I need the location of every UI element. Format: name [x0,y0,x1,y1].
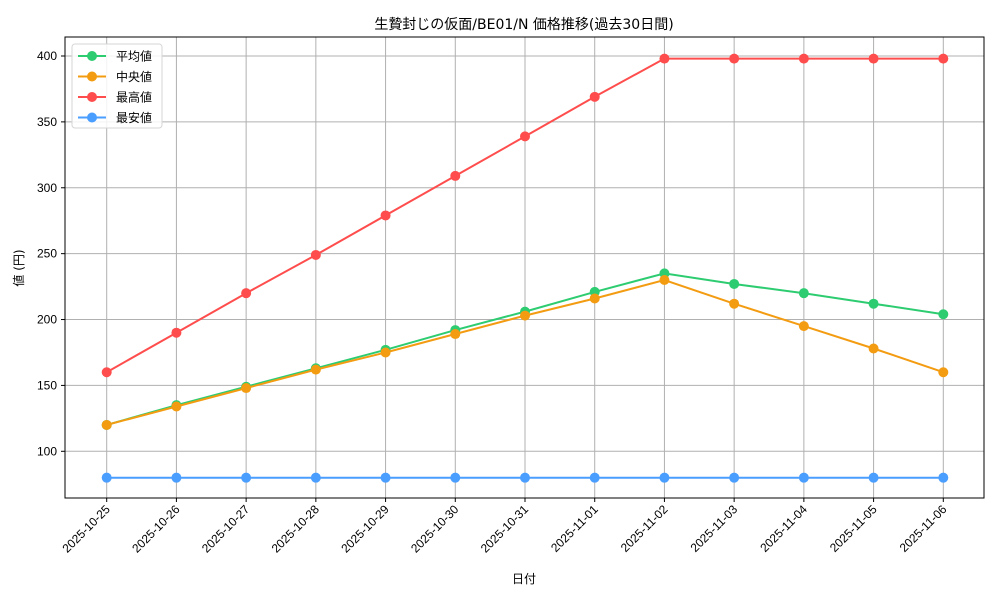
data-point-marker [380,472,391,483]
y-tick-label: 100 [37,444,57,458]
data-point-marker [589,293,600,304]
data-point-marker [241,472,252,483]
data-point-marker [520,472,530,483]
data-point-marker [171,327,182,338]
series-2 [101,53,949,378]
data-point-marker [101,419,112,430]
data-series [101,53,949,483]
data-point-marker [729,472,740,483]
data-point-marker [729,278,740,289]
data-point-marker [938,367,949,378]
data-point-marker [868,298,879,309]
data-point-marker [450,472,461,483]
data-point-marker [520,310,530,321]
y-tick-label: 150 [37,378,57,392]
y-tick-label: 200 [37,313,57,327]
y-axis: 100 150 200 250 300 350 400 [37,49,65,458]
data-point-marker [798,472,809,483]
data-point-marker [310,364,321,375]
data-point-marker [241,288,252,299]
legend-item: 中央値 [78,69,152,84]
data-point-marker [868,343,879,354]
y-tick-label: 400 [37,49,57,63]
data-point-marker [798,288,809,299]
data-point-marker [310,249,321,260]
data-point-marker [938,53,949,64]
data-point-marker [938,309,949,320]
legend-marker-icon [87,51,97,61]
legend-box [71,43,163,129]
data-point-marker [868,472,879,483]
data-point-marker [659,472,670,483]
data-point-marker [729,298,740,309]
data-point-marker [659,275,670,286]
legend-item: 平均値 [78,49,152,64]
legend-label: 平均値 [116,49,152,64]
data-point-marker [241,383,252,394]
data-point-marker [450,170,461,181]
y-tick-label: 300 [37,181,57,195]
legend-marker-icon [87,71,97,82]
legend-marker-icon [87,112,97,123]
x-axis-label: 日付 [512,572,536,586]
data-point-marker [171,401,182,412]
data-point-marker [589,91,600,102]
data-point-marker [798,53,809,64]
data-point-marker [450,329,461,340]
data-point-marker [380,210,391,221]
data-point-marker [171,472,182,483]
legend-marker-icon [87,92,97,102]
data-point-marker [310,472,321,483]
legend-item: 最高値 [78,90,152,105]
data-point-marker [729,53,740,64]
data-point-marker [101,367,112,378]
data-point-marker [101,472,112,483]
data-point-marker [868,53,879,64]
chart-title: 生贄封じの仮面/BE01/N 価格推移(過去30日間) [374,16,673,33]
legend-label: 中央値 [116,69,152,84]
series-1 [101,275,949,430]
data-point-marker [938,472,949,483]
data-point-marker [380,347,391,358]
legend-label: 最高値 [116,90,152,105]
legend-label: 最安値 [116,110,152,125]
data-point-marker [520,131,530,142]
data-point-marker [589,472,600,483]
data-point-marker [659,53,670,64]
y-axis-label: 値 (円) [11,249,26,286]
legend-item: 最安値 [78,110,152,125]
series-3 [101,472,949,483]
y-tick-label: 350 [37,115,57,129]
y-tick-label: 250 [37,247,57,261]
data-point-marker [798,321,809,332]
